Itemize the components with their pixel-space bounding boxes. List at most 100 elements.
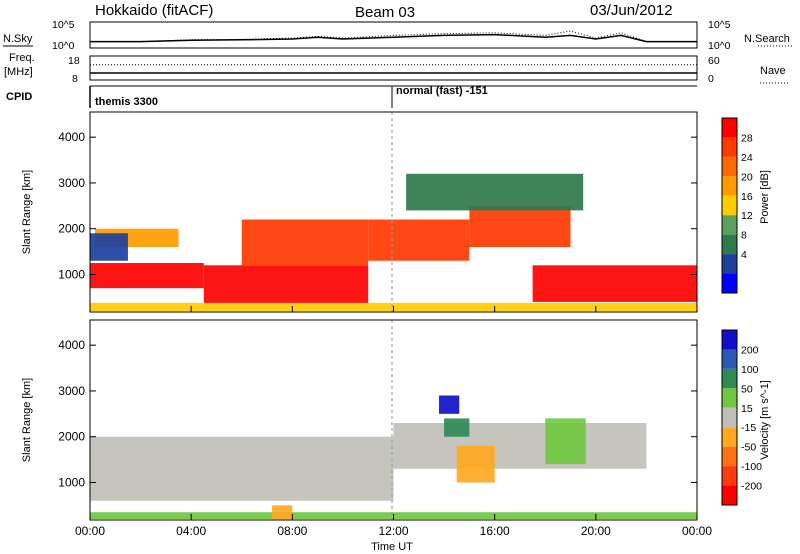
colorbar-swatch bbox=[722, 330, 737, 350]
y-tick-label: 4000 bbox=[58, 338, 85, 352]
heat-cell-3 bbox=[439, 395, 460, 414]
freq-tick-bottom: 8 bbox=[72, 73, 78, 85]
heat-cell-7 bbox=[469, 205, 571, 248]
colorbar-tick-label: 4 bbox=[741, 249, 747, 261]
velocity-y-axis-label: Slant Range [km] bbox=[21, 378, 33, 462]
x-tick-label: 04:00 bbox=[176, 524, 206, 538]
nave-tick-top: 60 bbox=[708, 55, 720, 67]
heat-cell-4 bbox=[456, 445, 495, 483]
colorbar-tick-label: -200 bbox=[741, 481, 762, 493]
beam-title: Beam 03 bbox=[355, 4, 415, 21]
colorbar-swatch bbox=[722, 273, 737, 293]
colorbar-tick-label: 24 bbox=[741, 152, 753, 164]
station-title: Hokkaido (fitACF) bbox=[95, 2, 213, 19]
heat-cell-7 bbox=[444, 418, 470, 437]
date-title: 03/Jun/2012 bbox=[590, 2, 673, 19]
x-tick-label: 12:00 bbox=[378, 524, 408, 538]
power-data-layer bbox=[90, 173, 697, 312]
nsearch-label: N.Search bbox=[744, 33, 790, 45]
colorbar-tick-label: -100 bbox=[741, 461, 762, 473]
velocity-panel: 1000 2000 3000 4000 Slant Range [km] bbox=[21, 319, 698, 521]
velocity-colorbar-swatches bbox=[721, 329, 738, 506]
freq-label: Freq. bbox=[9, 52, 35, 64]
power-colorbar: 28 24 20 16 12 8 4 Power [dB] bbox=[721, 117, 771, 294]
power-y-ticks: 1000 2000 3000 4000 bbox=[58, 130, 697, 281]
noise-panel: N.Sky 10^5 10^0 10^5 10^0 N.Search bbox=[3, 19, 792, 52]
y-tick-label: 3000 bbox=[58, 176, 85, 190]
velocity-colorbar-label: Velocity [m s^-1] bbox=[759, 380, 771, 460]
power-colorbar-ticks: 28 24 20 16 12 8 4 bbox=[741, 132, 753, 261]
colorbar-tick-label: -15 bbox=[741, 422, 756, 434]
y-tick-label: 3000 bbox=[58, 384, 85, 398]
heat-cell-5 bbox=[272, 505, 293, 520]
nave-label: Nave bbox=[760, 65, 786, 77]
colorbar-swatch bbox=[722, 215, 737, 235]
colorbar-tick-label: 200 bbox=[741, 344, 759, 356]
colorbar-swatch bbox=[722, 137, 737, 157]
freq-tick-top: 18 bbox=[68, 55, 80, 67]
colorbar-swatch bbox=[722, 485, 737, 505]
heat-cell-6 bbox=[368, 219, 470, 261]
x-tick-label: 00:00 bbox=[75, 524, 105, 538]
colorbar-tick-label: 28 bbox=[741, 132, 753, 144]
freq-panel: Freq. [MHz] 18 8 60 0 Nave bbox=[4, 52, 790, 85]
y-tick-label: 2000 bbox=[58, 222, 85, 236]
y-tick-label: 1000 bbox=[58, 267, 85, 281]
heat-cell-8 bbox=[532, 265, 697, 302]
colorbar-tick-label: 16 bbox=[741, 191, 753, 203]
y-tick-label: 1000 bbox=[58, 475, 85, 489]
colorbar-frame bbox=[721, 117, 738, 294]
power-colorbar-swatches bbox=[721, 117, 738, 294]
colorbar-tick-label: 12 bbox=[741, 210, 753, 222]
colorbar-swatch bbox=[722, 176, 737, 196]
colorbar-swatch bbox=[722, 195, 737, 216]
heat-cell-1 bbox=[393, 422, 647, 469]
velocity-y-ticks: 1000 2000 3000 4000 bbox=[58, 338, 697, 489]
colorbar-swatch bbox=[722, 388, 737, 408]
heat-cell-5 bbox=[241, 219, 369, 266]
heat-cell-1 bbox=[90, 263, 204, 289]
colorbar-swatch bbox=[722, 407, 737, 428]
colorbar-swatch bbox=[722, 234, 737, 255]
heat-cell-6 bbox=[545, 418, 586, 465]
nsearch-tick-bottom: 10^0 bbox=[708, 40, 731, 52]
colorbar-tick-label: 15 bbox=[741, 403, 753, 415]
velocity-colorbar: 200 100 50 15 -15 -50 -100 -200 Velocity [m s^-… bbox=[721, 329, 771, 506]
x-tick-label: 00:00 bbox=[682, 524, 712, 538]
colorbar-tick-label: -50 bbox=[741, 442, 756, 454]
velocity-colorbar-ticks: 200 100 50 15 -15 -50 -100 -200 bbox=[741, 344, 762, 492]
heat-cell-4 bbox=[203, 265, 369, 303]
cpid-mode-2: normal (fast) -151 bbox=[396, 85, 488, 97]
time-axis-ticks: 00:00 04:00 08:00 12:00 16:00 20:00 00:00 bbox=[75, 306, 712, 538]
power-panel: 1000 2000 3000 4000 Slant Range [km] bbox=[21, 111, 698, 313]
colorbar-tick-label: 100 bbox=[741, 364, 759, 376]
nsky-tick-top: 10^5 bbox=[52, 19, 75, 31]
power-y-axis-label: Slant Range [km] bbox=[21, 170, 33, 254]
colorbar-swatch bbox=[722, 368, 737, 389]
cpid-mode-1: themis 3300 bbox=[95, 96, 158, 108]
colorbar-swatch bbox=[722, 427, 737, 447]
nsky-label: N.Sky bbox=[3, 33, 33, 45]
nave-tick-bottom: 0 bbox=[708, 73, 714, 85]
x-tick-label: 08:00 bbox=[277, 524, 307, 538]
nsky-tick-bottom: 10^0 bbox=[52, 40, 75, 52]
x-tick-label: 20:00 bbox=[581, 524, 611, 538]
velocity-data-layer bbox=[90, 395, 697, 520]
colorbar-swatch bbox=[722, 156, 737, 177]
y-tick-label: 4000 bbox=[58, 130, 85, 144]
x-tick-label: 16:00 bbox=[480, 524, 510, 538]
y-tick-label: 2000 bbox=[58, 430, 85, 444]
colorbar-swatch bbox=[722, 118, 737, 138]
freq-unit-label: [MHz] bbox=[4, 66, 33, 78]
power-colorbar-label: Power [dB] bbox=[759, 170, 771, 224]
heat-cell-3 bbox=[90, 233, 128, 261]
colorbar-frame bbox=[721, 329, 738, 506]
cpid-label: CPID bbox=[6, 91, 32, 103]
colorbar-swatch bbox=[722, 446, 737, 467]
colorbar-swatch bbox=[722, 254, 737, 274]
nsearch-series-line bbox=[90, 30, 697, 43]
time-axis-label: Time UT bbox=[371, 541, 413, 553]
colorbar-swatch bbox=[722, 349, 737, 369]
colorbar-tick-label: 50 bbox=[741, 383, 753, 395]
